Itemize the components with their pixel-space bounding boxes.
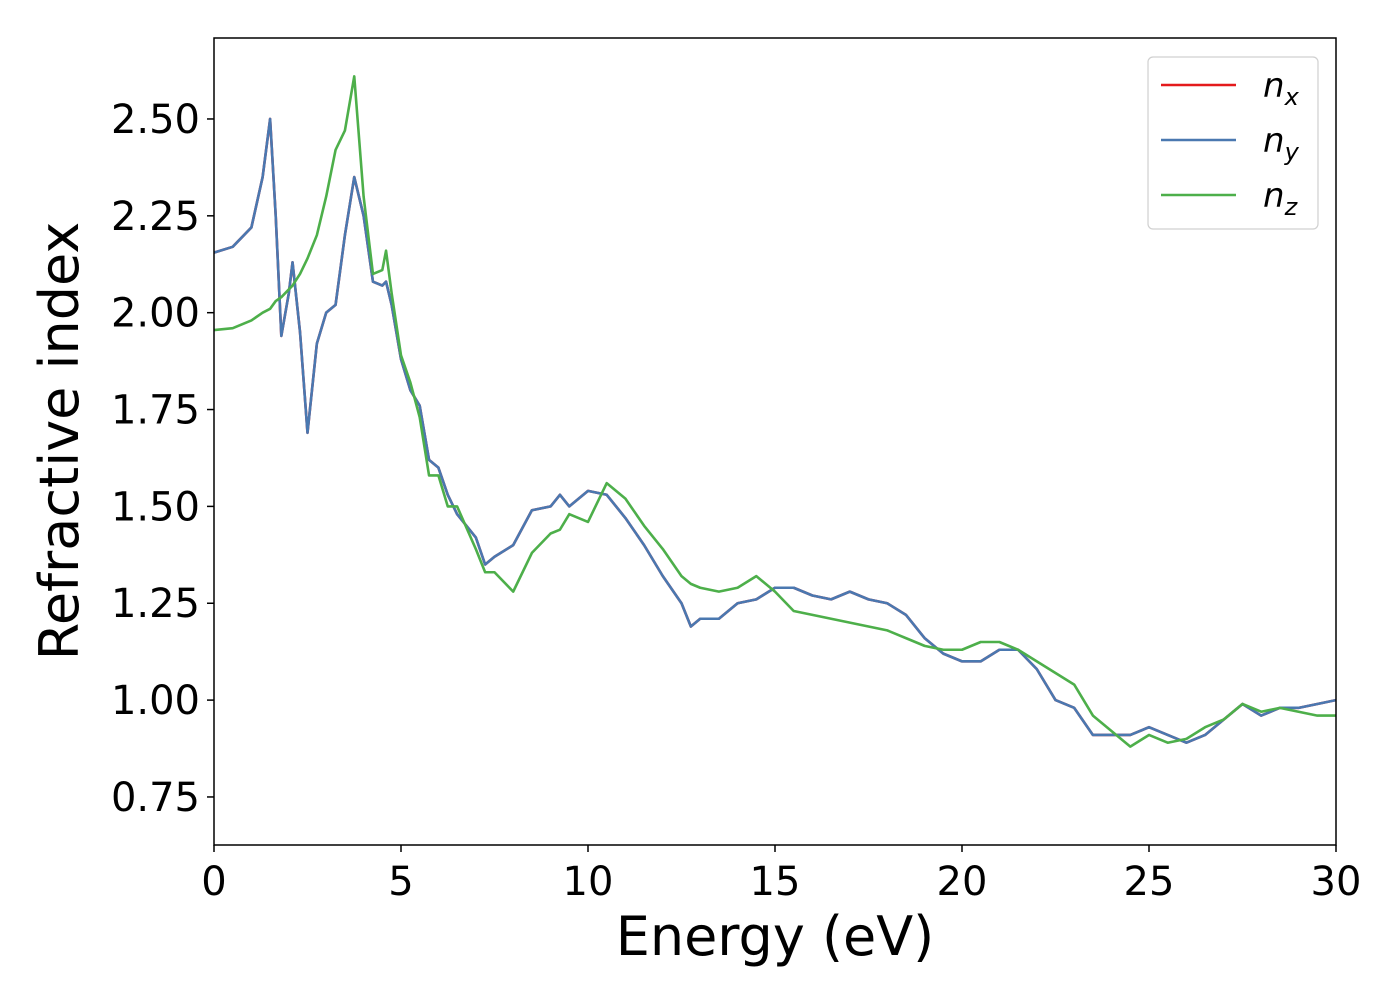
x-tick-label: 5 (388, 859, 413, 905)
y-tick-label: 1.25 (111, 581, 200, 627)
x-tick-label: 20 (937, 859, 988, 905)
y-tick-label: 1.00 (111, 678, 200, 724)
y-tick-label: 1.75 (111, 388, 200, 434)
x-tick-label: 30 (1311, 859, 1362, 905)
y-axis-label: Refractive index (28, 222, 91, 661)
x-tick-label: 0 (201, 859, 226, 905)
x-tick-label: 25 (1124, 859, 1175, 905)
x-tick-label: 15 (750, 859, 801, 905)
legend-box (1147, 56, 1319, 230)
legend-label: nz (1263, 176, 1299, 221)
y-tick-label: 1.50 (111, 484, 200, 530)
x-axis-label: Energy (eV) (616, 905, 935, 968)
y-tick-label: 2.50 (111, 97, 200, 143)
data-line (214, 117, 1336, 745)
y-tick-label: 2.00 (111, 291, 200, 337)
data-line (214, 75, 1336, 748)
plot-lines (214, 75, 1336, 748)
x-tick-label: 10 (563, 859, 614, 905)
legend-label: nx (1263, 66, 1300, 111)
y-tick-label: 2.25 (111, 194, 200, 240)
legend-label: ny (1263, 121, 1300, 166)
y-tick-label: 0.75 (111, 775, 200, 821)
plot-frame (213, 37, 1337, 846)
